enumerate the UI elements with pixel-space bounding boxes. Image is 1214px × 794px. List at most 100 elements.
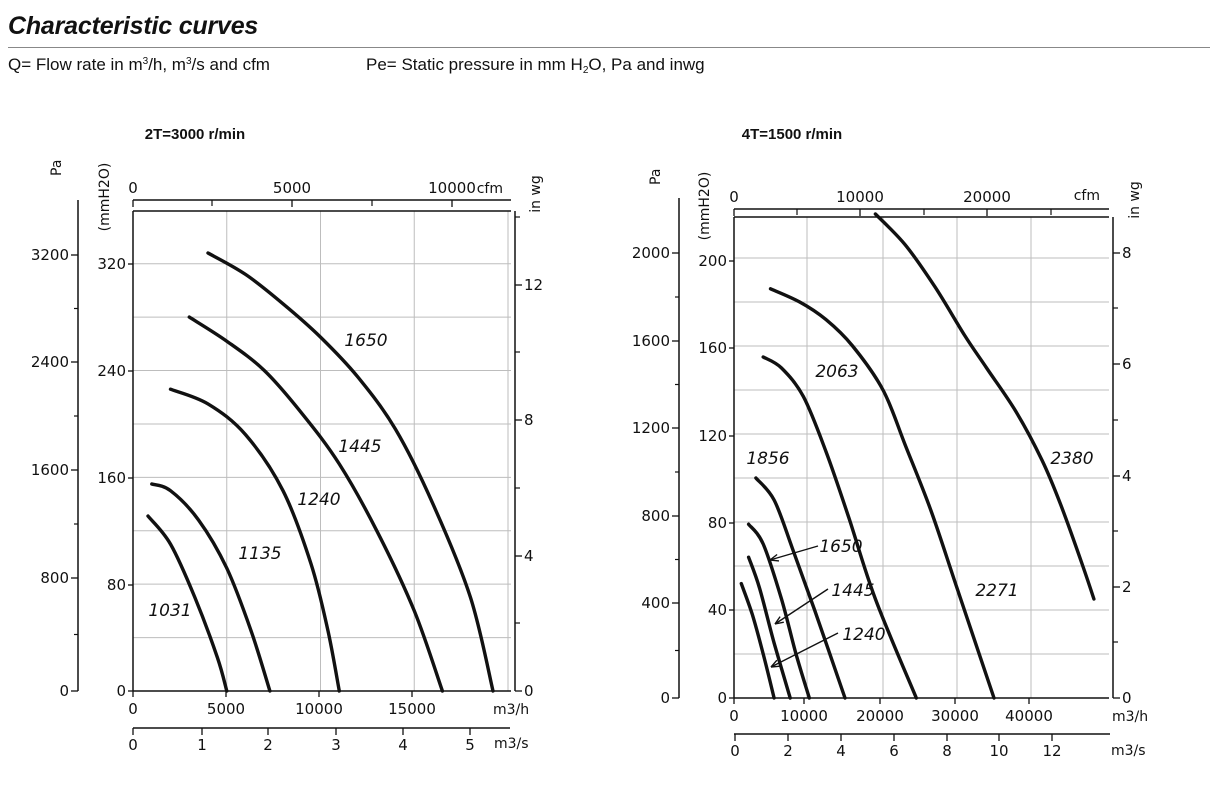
mmh2o-tick-label: 80 <box>708 514 727 532</box>
m3h-tick-label: 0 <box>729 707 739 725</box>
m3s-tick-label: 0 <box>128 736 138 754</box>
curve-1650 <box>206 251 495 693</box>
pa-tick-label: 2400 <box>31 353 69 371</box>
chart-title: 4T=1500 r/min <box>742 126 842 143</box>
m3s-tick-label: 5 <box>465 736 475 754</box>
curve-1240 <box>739 581 776 700</box>
m3h-axis-label: m3/h <box>1112 709 1148 725</box>
m3s-axis-label: m3/s <box>494 736 529 752</box>
flow-rate-note: Q= Flow rate in m3/h, m3/s and cfm <box>8 55 270 75</box>
m3s-axis-label: m3/s <box>1111 743 1146 759</box>
curve-label-1445: 1445 <box>831 581 874 601</box>
curve-1445 <box>187 315 445 693</box>
curve-2271 <box>768 287 996 700</box>
flow-rate-note-part: /s and cfm <box>191 55 270 74</box>
static-pressure-note-part: O, Pa and inwg <box>588 55 705 74</box>
cfm-tick-label: 0 <box>128 179 138 197</box>
m3h-tick-label: 30000 <box>931 707 979 725</box>
pa-tick-label: 0 <box>59 682 69 700</box>
inwg-tick-label: 8 <box>524 411 534 429</box>
m3s-tick-label: 3 <box>331 736 341 754</box>
mmh2o-tick-label: 240 <box>97 362 126 380</box>
curve-label-1445: 1445 <box>338 437 381 457</box>
cfm-tick-label: 5000 <box>273 179 311 197</box>
m3s-tick-label: 6 <box>889 742 899 760</box>
curve-label-1135: 1135 <box>238 544 281 564</box>
flow-rate-note-sup: 3 <box>185 56 192 67</box>
cfm-axis-label: cfm <box>477 181 503 197</box>
pa-tick-label: 2000 <box>632 244 670 262</box>
mmh2o-tick-label: 80 <box>107 576 126 594</box>
inwg-tick-label: 2 <box>1122 578 1132 596</box>
curve-label-2380: 2380 <box>1050 449 1093 469</box>
leader-arrowhead-1650 <box>769 553 780 562</box>
mmh2o-tick-label: 40 <box>708 601 727 619</box>
curve-label-1240: 1240 <box>297 490 340 510</box>
mmh2o-tick-label: 320 <box>97 255 126 273</box>
pa-tick-label: 1600 <box>31 461 69 479</box>
chart-2t-3000: 2T=3000 r/min0800160024003200Pa080160240… <box>31 126 544 754</box>
inwg-tick-label: 0 <box>1122 689 1132 707</box>
curve-1445 <box>746 555 792 700</box>
chart-title: 2T=3000 r/min <box>145 126 245 143</box>
mmh2o-tick-label: 160 <box>97 469 126 487</box>
m3s-tick-label: 2 <box>263 736 273 754</box>
inwg-tick-label: 8 <box>1122 244 1132 262</box>
m3h-axis-label: m3/h <box>493 702 529 718</box>
flow-rate-note-part: /h, m <box>148 55 186 74</box>
inwg-axis-label: in wg <box>1127 181 1143 219</box>
pa-axis-label: Pa <box>648 169 664 185</box>
pa-axis-label: Pa <box>49 160 65 176</box>
cfm-tick-label: 0 <box>729 188 739 206</box>
m3s-tick-label: 4 <box>836 742 846 760</box>
title-divider <box>8 47 1210 48</box>
mmh2o-axis-label: (mmH2O) <box>97 163 113 232</box>
cfm-tick-label: 10000 <box>836 188 884 206</box>
mmh2o-tick-label: 200 <box>698 252 727 270</box>
m3h-tick-label: 20000 <box>856 707 904 725</box>
static-pressure-note-part: Pe= Static pressure in mm H <box>366 55 583 74</box>
m3h-tick-label: 0 <box>128 700 138 718</box>
flow-rate-note-part: Q= Flow rate in m <box>8 55 143 74</box>
curve-label-1650: 1650 <box>819 537 862 557</box>
static-pressure-note: Pe= Static pressure in mm H2O, Pa and in… <box>366 55 705 76</box>
cfm-tick-label: 20000 <box>963 188 1011 206</box>
pa-tick-label: 3200 <box>31 246 69 264</box>
pa-tick-label: 800 <box>40 569 69 587</box>
curve-label-1031: 1031 <box>148 601 191 621</box>
page-title: Characteristic curves <box>8 12 259 40</box>
pa-tick-label: 1200 <box>632 419 670 437</box>
inwg-tick-label: 6 <box>1122 355 1132 373</box>
inwg-tick-label: 0 <box>524 682 534 700</box>
cfm-axis-label: cfm <box>1074 188 1100 204</box>
m3s-tick-label: 2 <box>783 742 793 760</box>
curve-label-2271: 2271 <box>975 581 1018 601</box>
leader-arrowhead-1240 <box>770 659 781 668</box>
curve-label-2063: 2063 <box>815 362 858 382</box>
m3s-tick-label: 10 <box>989 742 1008 760</box>
m3s-tick-label: 4 <box>398 736 408 754</box>
curve-2063 <box>761 355 918 700</box>
curve-1135 <box>150 482 272 693</box>
mmh2o-tick-label: 120 <box>698 427 727 445</box>
inwg-tick-label: 4 <box>1122 467 1132 485</box>
m3h-tick-label: 10000 <box>780 707 828 725</box>
cfm-tick-label: 10000 <box>428 179 476 197</box>
inwg-tick-label: 12 <box>524 276 543 294</box>
mmh2o-tick-label: 0 <box>116 682 126 700</box>
static-pressure-note-sub: 2 <box>582 65 589 76</box>
curve-label-1650: 1650 <box>344 331 387 351</box>
pa-tick-label: 1600 <box>632 332 670 350</box>
m3s-tick-label: 12 <box>1042 742 1061 760</box>
m3h-tick-label: 15000 <box>388 700 436 718</box>
inwg-axis-label: in wg <box>528 175 544 213</box>
inwg-tick-label: 4 <box>524 547 534 565</box>
m3s-tick-label: 1 <box>197 736 207 754</box>
m3s-tick-label: 8 <box>942 742 952 760</box>
m3h-tick-label: 40000 <box>1005 707 1053 725</box>
m3h-tick-label: 10000 <box>295 700 343 718</box>
leader-arrowhead-1445 <box>774 616 784 625</box>
curve-label-1240: 1240 <box>842 625 885 645</box>
leader-line-1240 <box>770 632 839 668</box>
